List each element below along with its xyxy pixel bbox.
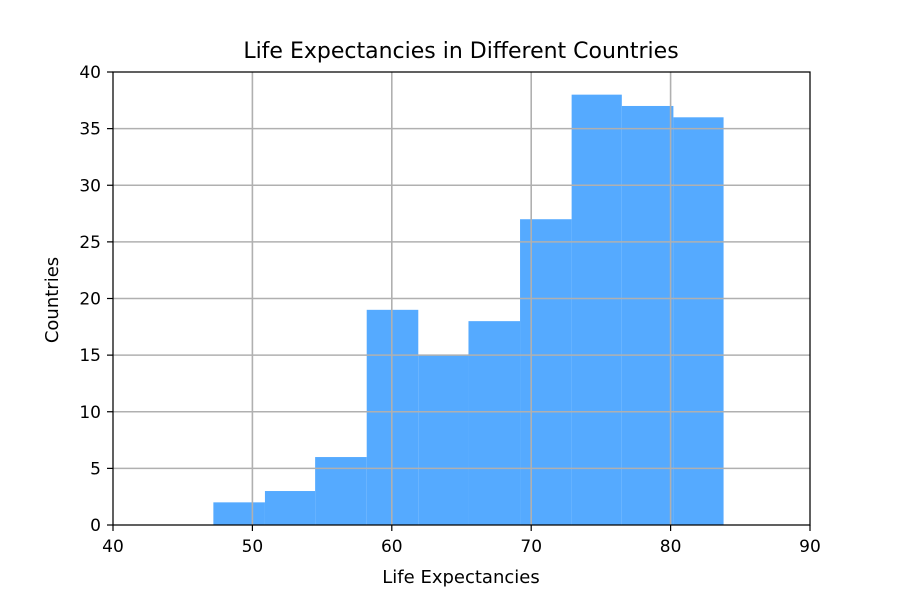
- histogram-bar-5: [468, 321, 521, 525]
- histogram-bar-8: [621, 105, 674, 525]
- histogram-bar-9: [673, 117, 724, 526]
- y-tick-label: 0: [90, 516, 101, 536]
- histogram-bar-1: [264, 491, 316, 525]
- chart-title: Life Expectancies in Different Countries: [243, 39, 678, 64]
- histogram-bar-7: [571, 94, 622, 526]
- grid-lines: [113, 72, 810, 525]
- x-axis-label: Life Expectancies: [382, 567, 539, 588]
- x-axis: 40 50 60 70 80 90: [102, 525, 821, 557]
- x-tick-label: 60: [381, 537, 403, 557]
- histogram-bars: [213, 94, 724, 526]
- x-tick-label: 50: [242, 537, 264, 557]
- y-tick-label: 40: [79, 63, 101, 83]
- histogram-bar-4: [418, 355, 469, 525]
- y-tick-label: 25: [79, 233, 101, 253]
- y-tick-label: 20: [79, 290, 101, 310]
- x-tick-label: 70: [520, 537, 542, 557]
- y-tick-label: 5: [90, 459, 101, 479]
- histogram-bar-0: [213, 502, 265, 525]
- histogram-bar-6: [520, 219, 572, 525]
- x-tick-label: 80: [660, 537, 682, 557]
- y-tick-label: 15: [79, 346, 101, 366]
- y-axis-label: Countries: [42, 257, 63, 343]
- histogram-bar-2: [315, 457, 367, 525]
- y-tick-label: 35: [79, 120, 101, 140]
- y-axis: 0 5 10 15 20 25 30 35 40: [79, 63, 113, 536]
- x-tick-label: 40: [102, 537, 124, 557]
- y-tick-label: 10: [79, 403, 101, 423]
- y-tick-label: 30: [79, 176, 101, 196]
- x-tick-label: 90: [799, 537, 821, 557]
